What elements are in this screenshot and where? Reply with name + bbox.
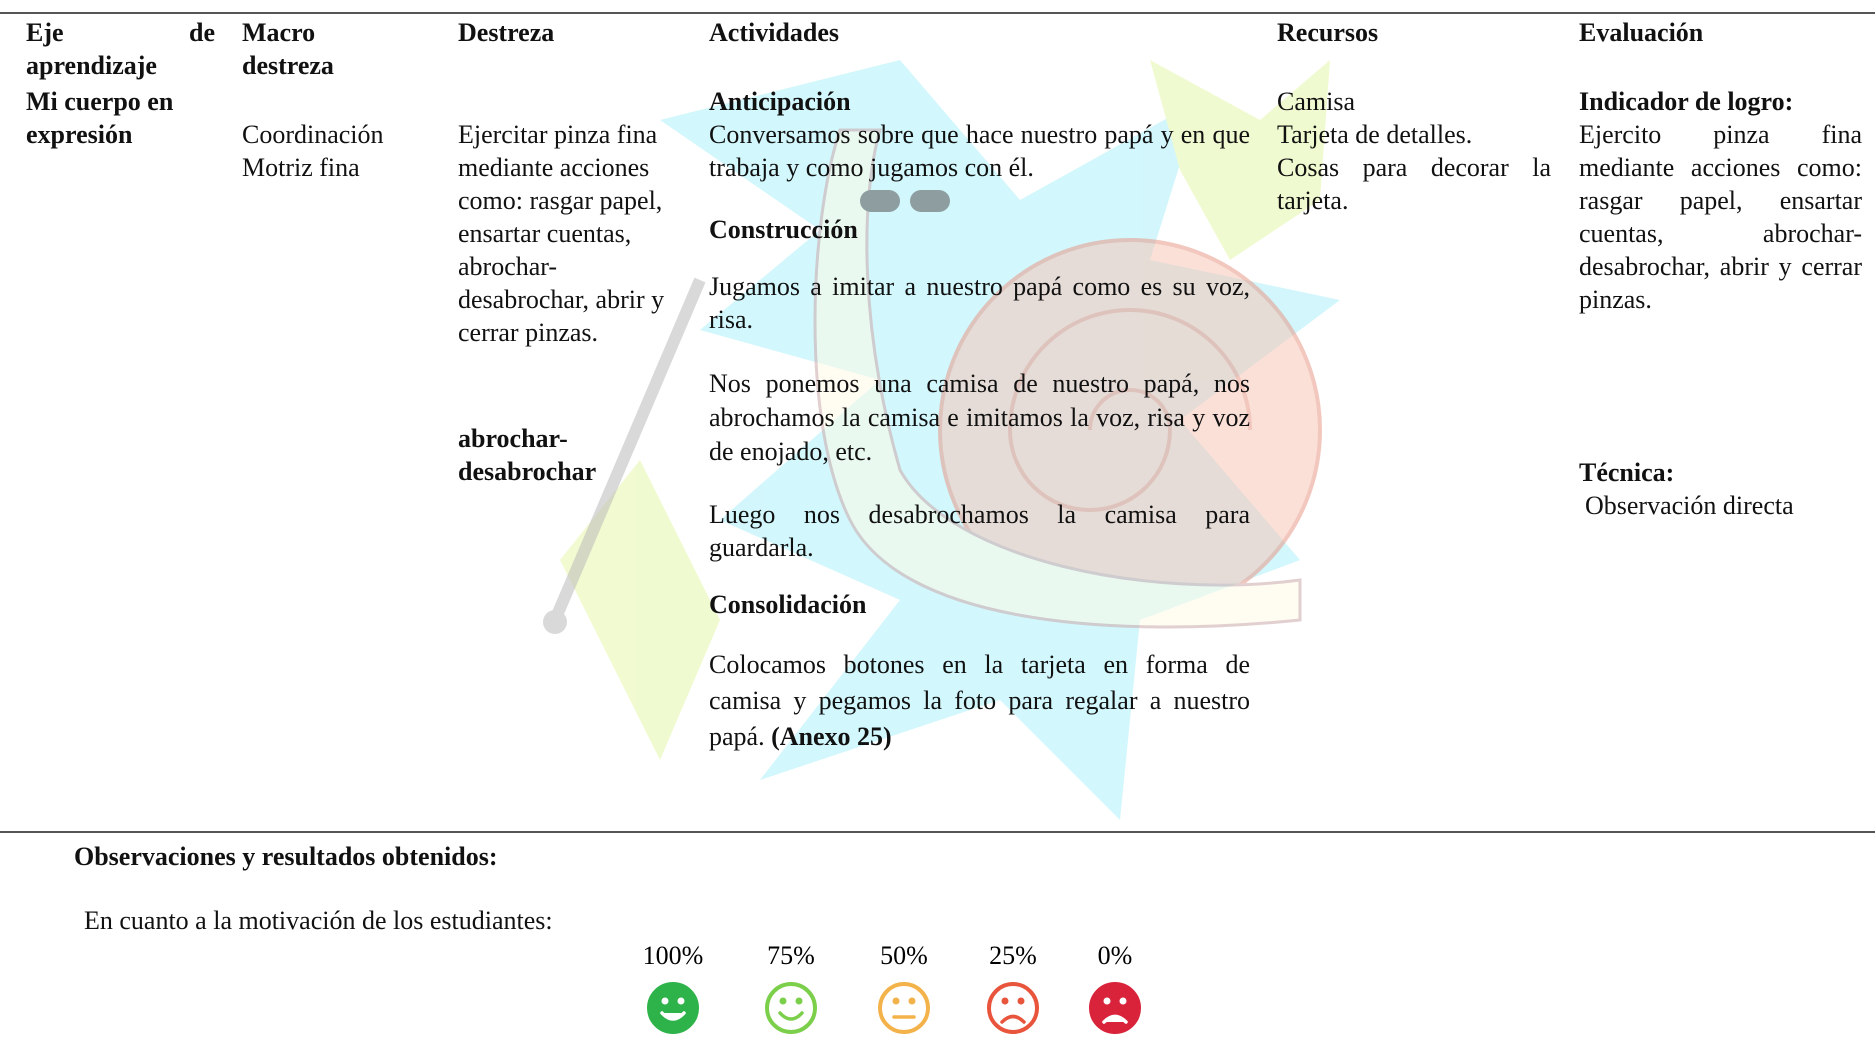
face	[765, 982, 817, 1034]
face-icon	[647, 982, 699, 1034]
macro-cell: Coordinación Motriz fina	[242, 120, 384, 182]
face	[878, 982, 930, 1034]
activity-heading: Construcción	[709, 215, 858, 244]
resource-item: Camisa	[1277, 87, 1355, 116]
mouth	[1102, 1014, 1128, 1024]
eye	[1119, 997, 1127, 1005]
mouth	[778, 1011, 804, 1021]
resource-item: Cosas para decorar la tarjeta.	[1277, 153, 1551, 215]
header-cell: Macro destreza	[242, 18, 334, 80]
technique-text: Observación directa	[1585, 491, 1794, 520]
scale-label: 25%	[989, 941, 1037, 970]
eye	[1017, 997, 1025, 1005]
face	[1089, 982, 1141, 1034]
annex-ref: (Anexo 25)	[771, 722, 892, 751]
mouth	[1000, 1014, 1026, 1024]
eje-cell: Mi cuerpo en expresión	[26, 87, 174, 149]
destreza-highlight: abrochar-desabrochar	[458, 424, 597, 486]
destreza-cell: Ejercitar pinza fina mediante acciones c…	[458, 120, 665, 347]
technique-heading: Técnica:	[1579, 458, 1675, 487]
activity-text: Luego nos desabrochamos la camisa para g…	[709, 500, 1250, 562]
indicator-heading: Indicador de logro:	[1579, 87, 1794, 116]
scale-label: 0%	[1098, 941, 1133, 970]
eye	[795, 997, 803, 1005]
eye	[1001, 997, 1009, 1005]
eye	[892, 997, 900, 1005]
activity-text: Conversamos sobre que hace nuestro papá …	[709, 120, 1250, 182]
activity-heading: Consolidación	[709, 590, 867, 619]
header-cell: Eje de aprendizaje	[26, 18, 215, 80]
face-icon	[1089, 982, 1141, 1034]
activity-text: Colocamos botones en la tarjeta en forma…	[709, 647, 1250, 755]
motivation-text: En cuanto a la motivación de los estudia…	[84, 906, 553, 935]
indicator-text: Ejercito pinza fina mediante acciones co…	[1579, 120, 1862, 314]
eye	[1103, 997, 1111, 1005]
header-cell: Actividades	[709, 18, 839, 47]
mouth	[660, 1011, 686, 1021]
activity-text: Colocamos botones en la tarjeta en forma…	[709, 650, 1250, 751]
eye	[677, 997, 685, 1005]
face-icon	[878, 982, 930, 1034]
face	[987, 982, 1039, 1034]
header-cell: Recursos	[1277, 18, 1379, 47]
face-icon	[765, 982, 817, 1034]
face-icon	[987, 982, 1039, 1034]
bottom-rule	[0, 831, 1875, 833]
activity-heading: Anticipación	[709, 87, 851, 116]
resource-item: Tarjeta de detalles.	[1277, 120, 1473, 149]
activity-text: Jugamos a imitar a nuestro papá como es …	[709, 272, 1250, 334]
eye	[908, 997, 916, 1005]
scale-label: 75%	[767, 941, 815, 970]
scale-label: 100%	[643, 941, 704, 970]
motivation-scale: 100% 75% 50% 25% 0%	[643, 941, 1141, 1034]
eye	[661, 997, 669, 1005]
header-cell: Evaluación	[1579, 18, 1704, 47]
header-cell: Destreza	[458, 18, 555, 47]
face	[647, 982, 699, 1034]
activity-text: Nos ponemos una camisa de nuestro papá, …	[709, 369, 1250, 466]
scale-label: 50%	[880, 941, 928, 970]
observations-title: Observaciones y resultados obtenidos:	[74, 842, 498, 871]
top-rule	[0, 12, 1875, 14]
eye	[779, 997, 787, 1005]
